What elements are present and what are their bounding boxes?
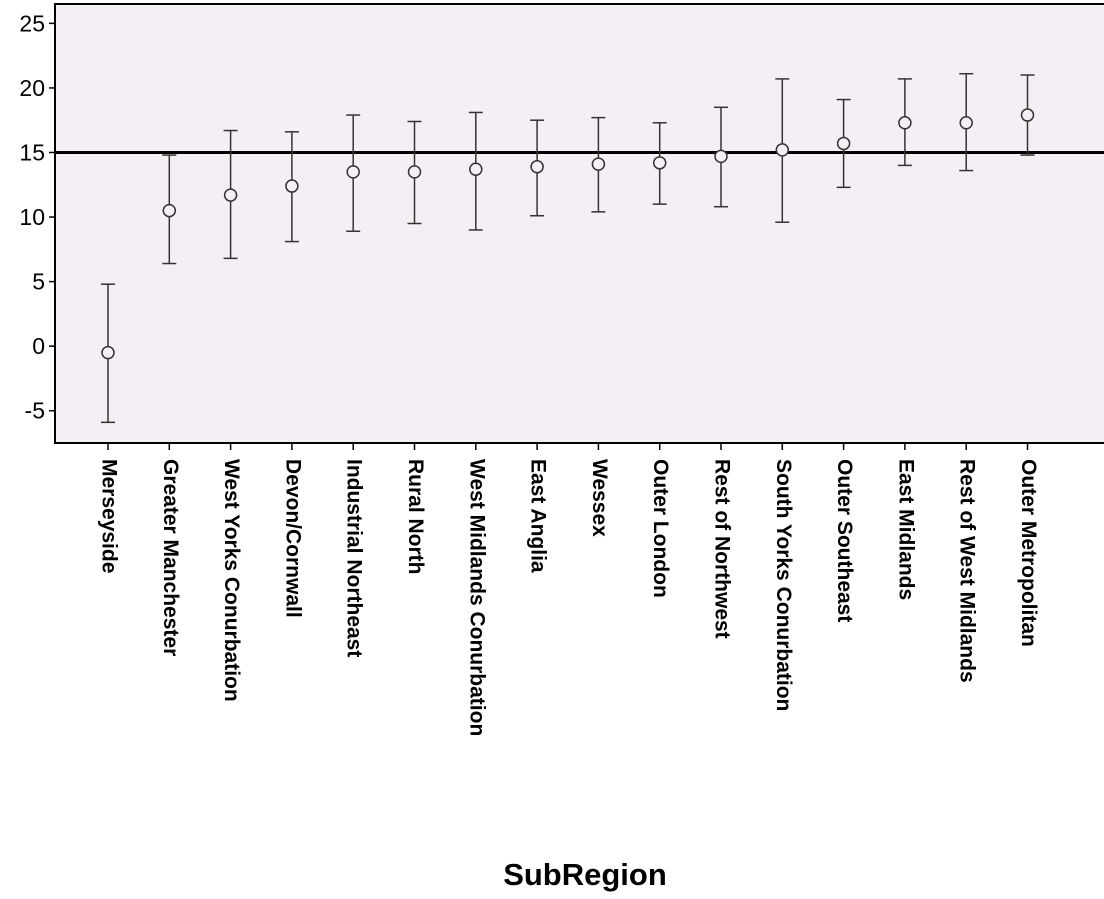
y-tick-label: 10 bbox=[19, 204, 45, 230]
mean-marker bbox=[1020, 108, 1035, 122]
x-tick-label: Rest of West Midlands bbox=[956, 459, 979, 683]
y-tick-label: 0 bbox=[32, 333, 45, 359]
mean-marker bbox=[591, 157, 606, 171]
mean-marker bbox=[714, 149, 728, 164]
y-tick-label: 25 bbox=[19, 10, 45, 36]
error-bar-group bbox=[1020, 74, 1035, 156]
mean-marker bbox=[285, 179, 299, 193]
mean-marker bbox=[101, 345, 115, 360]
x-tick-label: East Midlands bbox=[894, 459, 917, 600]
mean-marker bbox=[530, 159, 544, 174]
y-tick-label: 20 bbox=[19, 75, 45, 101]
x-axis: Merseyside Greater Manchester West Yorks C… bbox=[97, 443, 1040, 736]
error-bar-group bbox=[284, 131, 299, 243]
error-bar-group bbox=[959, 72, 974, 172]
x-tick-label: Greater Manchester bbox=[159, 459, 182, 656]
x-tick-label: West Yorks Conurbation bbox=[220, 459, 243, 702]
mean-marker bbox=[652, 156, 667, 170]
y-tick-label: -5 bbox=[25, 398, 45, 424]
mean-marker bbox=[223, 188, 238, 202]
mean-marker bbox=[162, 203, 177, 218]
plot-area bbox=[54, 3, 1104, 444]
error-bar-group bbox=[591, 116, 606, 213]
x-tick-label: Outer London bbox=[649, 459, 672, 598]
y-axis: 25 20 15 10 5 0 -5 bbox=[19, 10, 55, 424]
error-bar-group bbox=[407, 120, 422, 225]
data-marks bbox=[101, 72, 1035, 424]
mean-marker bbox=[469, 162, 483, 177]
error-bar-group bbox=[652, 122, 667, 205]
error-bar-group bbox=[223, 129, 238, 260]
x-tick-label: Devon/Cornwall bbox=[281, 459, 304, 618]
mean-marker bbox=[836, 136, 851, 151]
mean-marker bbox=[346, 165, 360, 179]
x-tick-label: Merseyside bbox=[97, 459, 120, 573]
mean-marker bbox=[959, 116, 973, 130]
x-tick-label: South Yorks Conurbation bbox=[772, 459, 795, 711]
x-tick-label: East Anglia bbox=[527, 459, 550, 573]
error-bar-group bbox=[836, 98, 851, 189]
error-bar-group bbox=[775, 78, 790, 223]
error-bar-group bbox=[530, 119, 545, 217]
x-tick-label: Rest of Northwest bbox=[710, 459, 733, 639]
error-bar-group bbox=[714, 106, 728, 208]
x-tick-label: Outer Southeast bbox=[833, 459, 856, 622]
error-bar-group bbox=[468, 111, 483, 231]
mean-marker bbox=[407, 165, 422, 179]
x-tick-label: Rural North bbox=[404, 459, 427, 575]
x-axis-title: SubRegion bbox=[503, 857, 667, 892]
error-bar-group bbox=[101, 283, 115, 424]
x-tick-label: West Midlands Conurbation bbox=[465, 459, 488, 736]
error-bar-group bbox=[346, 114, 361, 232]
x-tick-label: Industrial Northeast bbox=[343, 459, 366, 657]
x-tick-label: Wessex bbox=[588, 459, 611, 537]
error-bar-group bbox=[162, 154, 177, 265]
mean-marker bbox=[775, 143, 790, 157]
mean-marker bbox=[898, 116, 912, 130]
y-tick-label: 15 bbox=[19, 139, 45, 165]
x-tick-label: Outer Metropolitan bbox=[1017, 459, 1040, 647]
y-tick-label: 5 bbox=[32, 269, 45, 295]
error-bar-group bbox=[897, 78, 912, 167]
